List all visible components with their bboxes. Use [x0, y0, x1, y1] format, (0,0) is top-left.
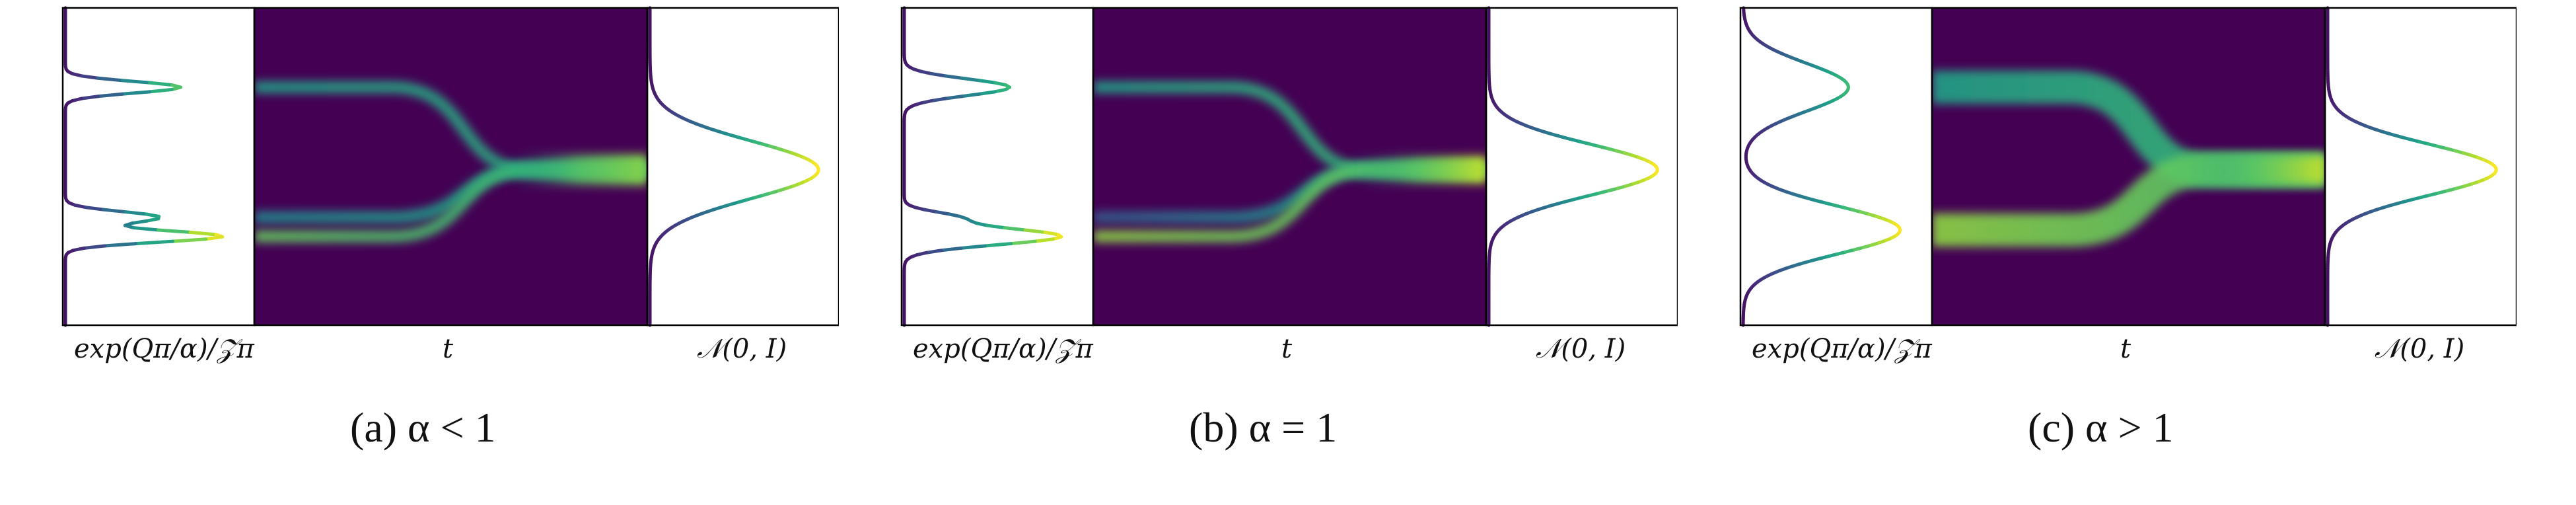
source-density-curve — [2326, 6, 2498, 327]
panel-b-right-label: 𝒩(0, I) — [1536, 334, 1626, 364]
source-band — [1348, 155, 1486, 184]
target-density-curve — [1741, 6, 1902, 327]
panel-a-time-label: t — [443, 334, 454, 364]
panel-c-right-label: 𝒩(0, I) — [2375, 334, 2465, 364]
target-density-curve — [902, 6, 1063, 327]
panel-b-time-label: t — [1281, 334, 1293, 364]
heatmap-flow — [1932, 70, 2325, 247]
source-density-curve — [1487, 6, 1659, 327]
source-axes-frame — [646, 7, 839, 327]
panel-a-caption: (a) α < 1 — [350, 404, 496, 451]
heatmap-flow — [254, 81, 647, 243]
panel-b-figure — [900, 6, 1678, 327]
panel-a-figure — [61, 6, 839, 327]
panel-c: exp(Qπ/α)/𝒵π t 𝒩(0, I) (c) α > 1 — [1737, 0, 2517, 505]
heatmap-flow — [1093, 81, 1486, 243]
panel-b-caption: (b) α = 1 — [1189, 404, 1338, 451]
panel-c-left-label: exp(Qπ/α)/𝒵π — [1752, 334, 1932, 364]
source-axes-frame — [2324, 7, 2517, 327]
target-density-curve — [63, 6, 225, 327]
source-band — [2187, 155, 2325, 184]
source-band — [509, 154, 647, 186]
panel-a: exp(Qπ/α)/𝒵π t 𝒩(0, I) (a) α < 1 — [59, 0, 839, 505]
panel-b-left-label: exp(Qπ/α)/𝒵π — [913, 334, 1093, 364]
panel-b: exp(Qπ/α)/𝒵π t 𝒩(0, I) (b) α = 1 — [898, 0, 1678, 505]
panel-a-right-label: 𝒩(0, I) — [697, 334, 787, 364]
panel-c-figure — [1739, 6, 2517, 327]
target-axes-frame — [1739, 7, 1933, 327]
source-axes-frame — [1485, 7, 1678, 327]
target-axes-frame — [900, 7, 1094, 327]
panel-a-left-label: exp(Qπ/α)/𝒵π — [74, 334, 254, 364]
source-density-curve — [648, 6, 820, 327]
panel-c-time-label: t — [2120, 334, 2131, 364]
target-axes-frame — [61, 7, 256, 327]
panel-c-caption: (c) α > 1 — [2028, 404, 2174, 451]
